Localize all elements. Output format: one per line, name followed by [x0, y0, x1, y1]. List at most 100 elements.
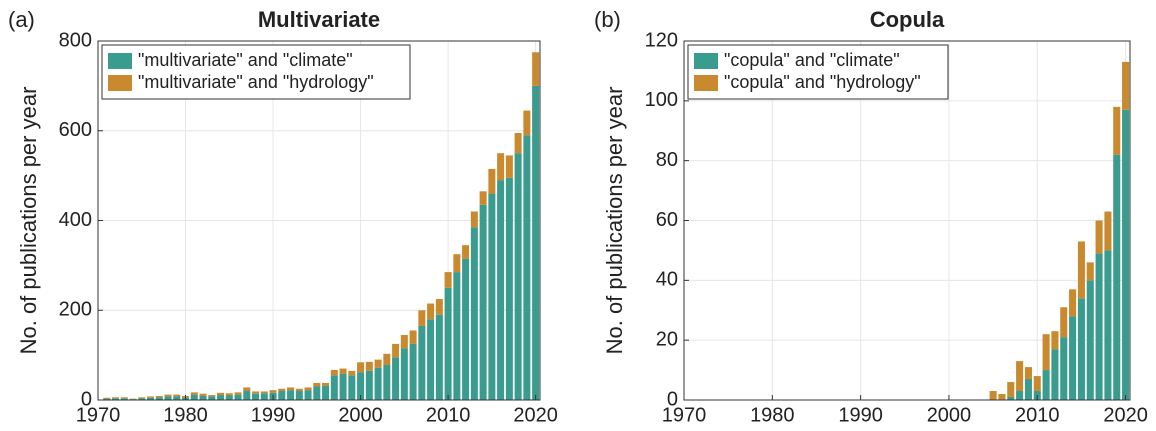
bar [252, 391, 260, 394]
y-axis-label: No. of publications per year [16, 87, 41, 355]
bar [1113, 106, 1121, 155]
bar [1042, 334, 1050, 371]
bar [523, 110, 531, 136]
bar [1086, 280, 1094, 400]
bar [497, 180, 505, 400]
bar [1077, 241, 1085, 299]
legend-box [101, 44, 411, 100]
bar [505, 155, 513, 178]
bar [392, 343, 400, 358]
bar [409, 330, 417, 344]
bar [322, 385, 330, 400]
panel-label: (a) [8, 7, 35, 32]
y-tick-label: 20 [656, 328, 678, 350]
bar [470, 211, 478, 228]
bar [435, 314, 443, 400]
bar [138, 397, 146, 399]
bar [287, 387, 295, 391]
bar [103, 398, 111, 400]
y-tick-label: 800 [59, 29, 92, 51]
bar [1024, 367, 1032, 380]
bar [444, 272, 452, 288]
bar [532, 52, 540, 86]
bar [217, 395, 225, 400]
bar [1060, 337, 1068, 400]
bar [427, 319, 435, 400]
bar [348, 375, 356, 400]
legend-swatch [108, 53, 132, 69]
bar [444, 287, 452, 400]
x-tick-label: 2010 [1015, 404, 1060, 426]
x-tick-label: 2020 [1103, 404, 1148, 426]
x-tick-label: 1980 [163, 404, 208, 426]
bar [1042, 370, 1050, 400]
bar [339, 373, 347, 400]
bar [1077, 298, 1085, 400]
bar [1051, 331, 1059, 350]
bar [304, 387, 312, 391]
bar [514, 153, 522, 400]
x-tick-label: 2000 [927, 404, 972, 426]
legend-label: "multivariate" and "hydrology" [138, 72, 374, 92]
bar [357, 372, 365, 400]
panel-label: (b) [594, 7, 621, 32]
bar [173, 394, 181, 397]
x-tick-label: 1970 [662, 404, 707, 426]
x-tick-label: 2000 [338, 404, 383, 426]
bar [435, 299, 443, 315]
bar [208, 396, 216, 400]
bar [1104, 250, 1112, 400]
bar [260, 393, 268, 400]
y-tick-label: 200 [59, 299, 92, 321]
bar [392, 357, 400, 400]
bar [243, 387, 251, 392]
bar [479, 191, 487, 205]
bar [1122, 109, 1130, 400]
x-tick-label: 1970 [76, 404, 121, 426]
bar [155, 395, 163, 398]
bar [295, 388, 303, 392]
bar [330, 369, 338, 376]
bar [287, 390, 295, 400]
legend-label: "copula" and "hydrology" [724, 72, 921, 92]
bar [1122, 61, 1130, 110]
bar [304, 390, 312, 400]
bar [1095, 253, 1103, 400]
bar [1016, 391, 1024, 400]
bar [998, 394, 1006, 400]
bar [269, 390, 277, 393]
bar [199, 395, 207, 400]
y-tick-label: 80 [656, 149, 678, 171]
bar [278, 391, 286, 400]
bar [1104, 211, 1112, 251]
y-axis-label: No. of publications per year [602, 87, 627, 355]
bar [138, 398, 146, 400]
bar [497, 153, 505, 181]
bar [348, 370, 356, 376]
bar [374, 367, 382, 400]
bar [523, 135, 531, 401]
bar [120, 397, 128, 399]
bar [453, 272, 461, 400]
bar [418, 310, 426, 326]
bar [278, 388, 286, 392]
chart-title: Copula [870, 7, 945, 32]
legend-label: "multivariate" and "climate" [138, 50, 353, 70]
bar [453, 254, 461, 273]
bar [330, 375, 338, 400]
bar [462, 258, 470, 400]
legend-swatch [694, 75, 718, 91]
x-tick-label: 1980 [750, 404, 795, 426]
bar [374, 359, 382, 368]
bar [488, 193, 496, 400]
bar [208, 395, 216, 397]
bar [400, 334, 408, 349]
bar [164, 394, 172, 397]
bar [1033, 376, 1041, 392]
bar [409, 343, 417, 400]
bar [505, 177, 513, 400]
bar [1069, 316, 1077, 400]
legend-swatch [108, 75, 132, 91]
bar [462, 245, 470, 259]
